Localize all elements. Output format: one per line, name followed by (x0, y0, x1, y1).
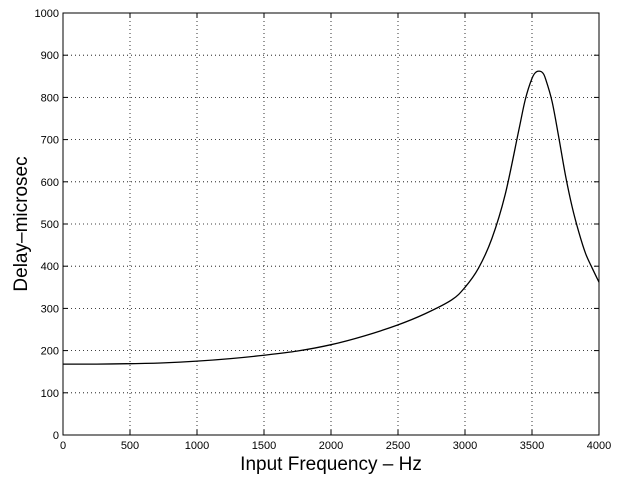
x-tick-label: 500 (121, 440, 139, 452)
x-axis-title: Input Frequency – Hz (240, 454, 422, 475)
y-tick-label: 300 (41, 303, 59, 315)
delay-curve-line (62, 70, 600, 365)
y-tick-label: 100 (41, 388, 59, 400)
y-tick-label: 800 (41, 92, 59, 104)
y-tick-label: 600 (41, 177, 59, 189)
x-tick-label: 4000 (587, 440, 611, 452)
y-tick-label: 0 (53, 430, 59, 442)
y-axis-title: Delay–microsec (11, 156, 32, 291)
plot-frame (62, 12, 600, 436)
x-tick-label: 3500 (520, 440, 544, 452)
x-tick-label: 2500 (386, 440, 410, 452)
x-tick-label: 1000 (185, 440, 209, 452)
x-tick-label: 0 (60, 440, 66, 452)
x-tick-label: 3000 (453, 440, 477, 452)
y-tick-label: 500 (41, 219, 59, 231)
y-tick-label: 400 (41, 261, 59, 273)
y-tick-label: 200 (41, 346, 59, 358)
x-tick-label: 1500 (252, 440, 276, 452)
y-tick-label: 900 (41, 50, 59, 62)
y-tick-label: 1000 (35, 8, 59, 20)
x-tick-label: 2000 (319, 440, 343, 452)
tick-labels: 0 500 1000 1500 2000 2500 3000 3500 4000 0 100 200 3… (35, 8, 612, 452)
grid (63, 13, 599, 435)
y-tick-label: 700 (41, 135, 59, 147)
